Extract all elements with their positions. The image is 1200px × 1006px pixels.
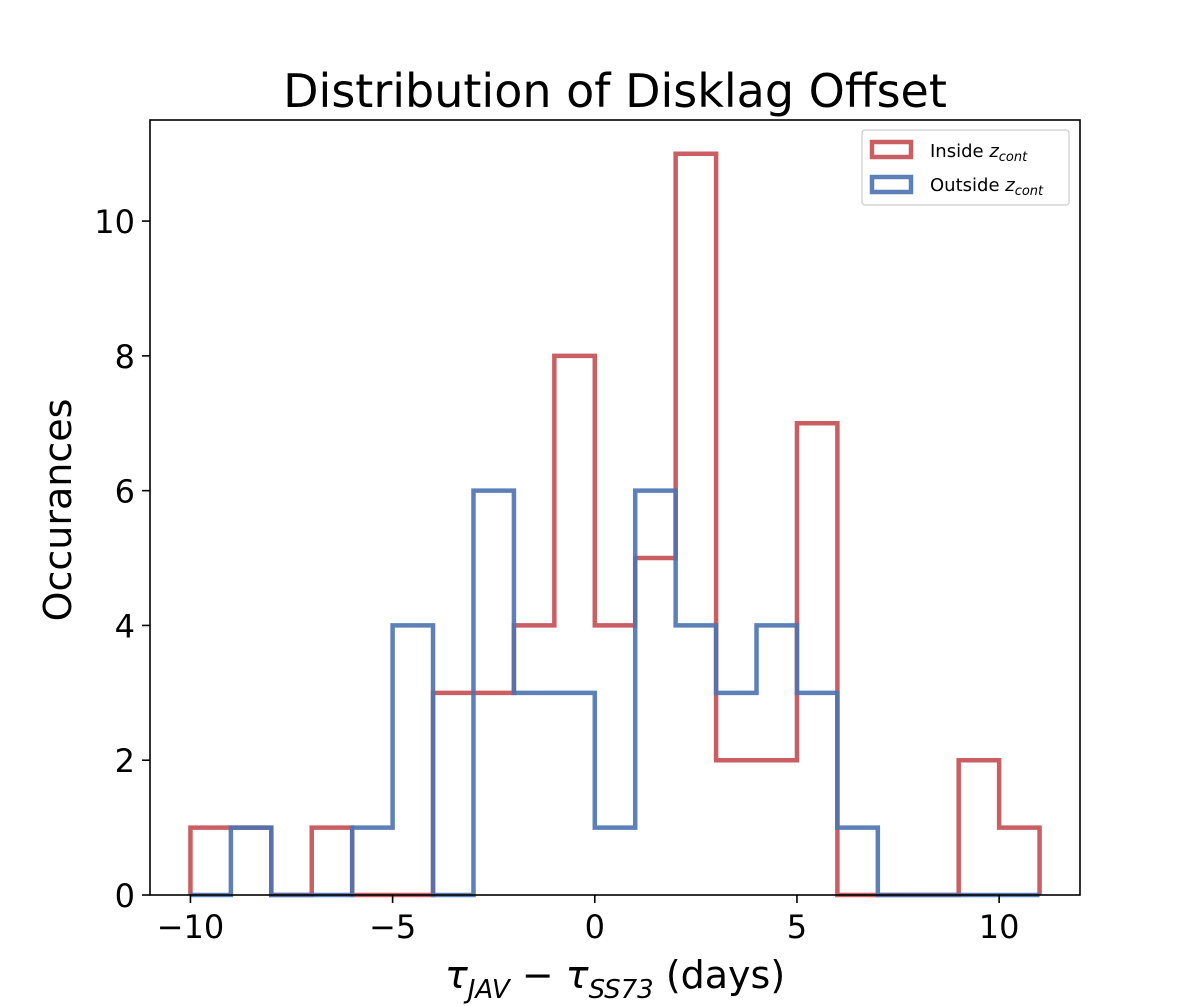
x-tick-label: 10: [979, 908, 1020, 946]
series-step-inside: [188, 151, 1042, 898]
y-axis: 0 2 4 6 8 10: [94, 203, 150, 915]
legend-label-outside: Outside zcont: [930, 175, 1044, 199]
y-tick-label: 10: [94, 203, 135, 241]
y-tick-label: 6: [115, 473, 135, 511]
y-axis-label: Occurances: [36, 399, 80, 622]
y-tick-label: 0: [115, 877, 135, 915]
series-layer: [188, 151, 1042, 898]
y-tick-label: 2: [115, 742, 135, 780]
legend-swatch-outside: [869, 174, 914, 195]
series-step-outside: [190, 488, 1040, 898]
y-tick-label: 4: [115, 607, 135, 645]
legend-frame: [861, 129, 1070, 206]
chart-title: Distribution of Disklag Offset: [283, 64, 947, 118]
legend-swatch-inside: [869, 139, 914, 160]
x-axis: −10 −5 0 5 10: [157, 895, 1020, 946]
y-tick-label: 8: [115, 338, 135, 376]
x-tick-label: −5: [369, 908, 416, 946]
x-tick-label: −10: [157, 908, 225, 946]
x-tick-label: 0: [585, 908, 605, 946]
legend: Inside zcont Outside zcont: [861, 129, 1070, 206]
x-tick-label: 5: [787, 908, 807, 946]
plot-frame: [149, 119, 1081, 896]
legend-label-inside: Inside zcont: [930, 141, 1028, 165]
x-axis-label: τJAV − τSS73 (days): [445, 953, 785, 1005]
